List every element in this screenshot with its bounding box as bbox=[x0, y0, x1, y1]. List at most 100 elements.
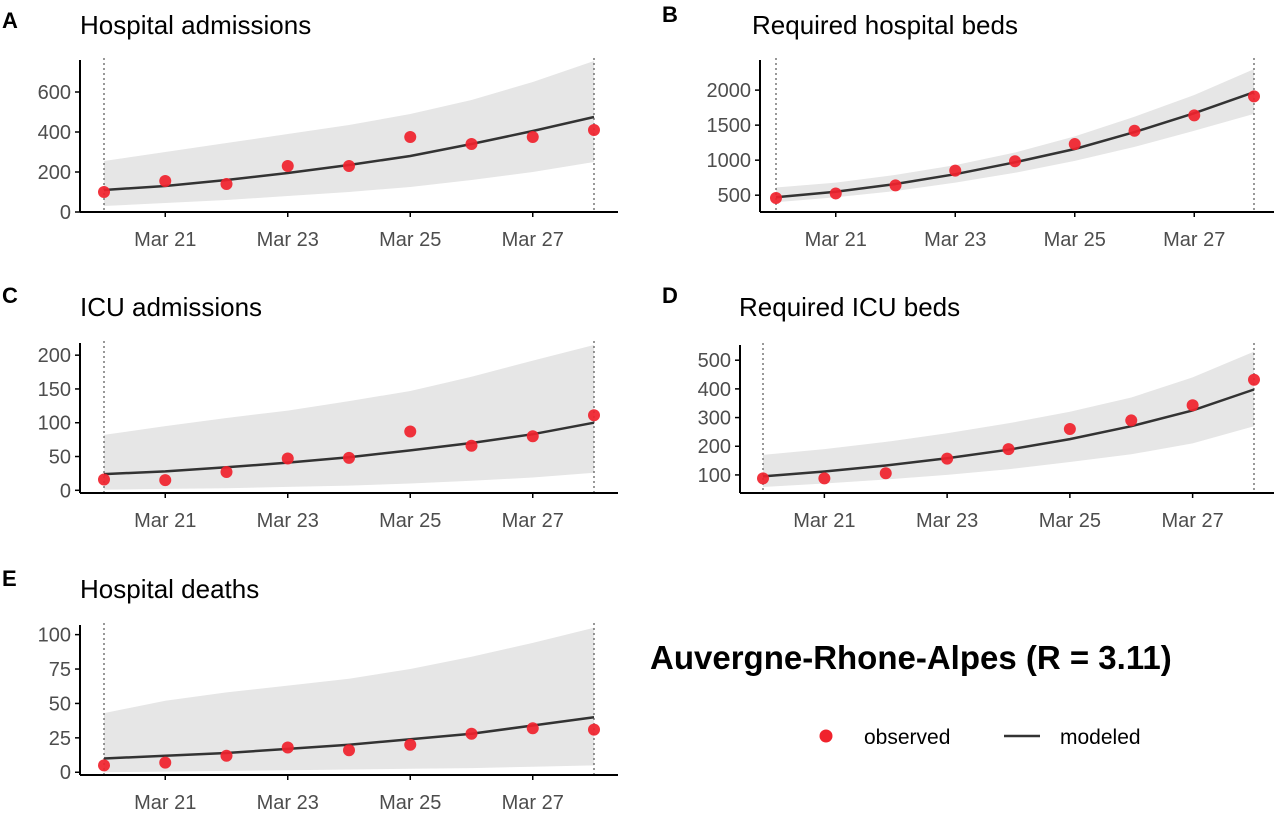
panel-c-observed-point-3 bbox=[220, 466, 233, 479]
panel-d-observed-point-1 bbox=[757, 472, 769, 485]
panel-c-ytick-label-150: 150 bbox=[38, 379, 71, 401]
figure-title: Auvergne-Rhone-Alpes (R = 3.11) bbox=[650, 639, 1172, 676]
panel-c-xtick-label-mar-25: Mar 25 bbox=[379, 510, 441, 532]
panel-e-ytick-label-25: 25 bbox=[49, 728, 71, 750]
panel-c-ytick-label-50: 50 bbox=[49, 447, 71, 469]
panel-c-xtick-label-mar-23: Mar 23 bbox=[257, 510, 319, 532]
panel-a-observed-point-6 bbox=[404, 131, 417, 143]
panel-b: B Required hospital beds 500 1000 1500 2000 Ma… bbox=[662, 2, 1274, 251]
panel-c-observed-point-1 bbox=[98, 473, 110, 486]
panel-a-xtick-label-mar-27: Mar 27 bbox=[502, 229, 564, 251]
panel-c-ytick-label-0: 0 bbox=[60, 480, 71, 502]
panel-e-observed-point-8 bbox=[526, 722, 539, 735]
panel-a-xtick-label-mar-23: Mar 23 bbox=[257, 229, 319, 251]
panel-a: A Hospital admissions 0 200 400 600 Mar 21 Mar … bbox=[2, 8, 618, 251]
panel-c-observed-point-7 bbox=[465, 439, 478, 452]
panel-a-observed-point-2 bbox=[159, 175, 172, 187]
legend-observed-label: observed bbox=[864, 726, 950, 749]
panel-a-observed-point-7 bbox=[465, 138, 478, 150]
panel-c-letter: C bbox=[2, 283, 18, 308]
panel-d-uncertainty-band bbox=[763, 351, 1254, 487]
panel-b-xtick-label-mar-23: Mar 23 bbox=[924, 229, 986, 251]
panel-b-ytick-label-1500: 1500 bbox=[707, 115, 752, 137]
panel-e-observed-point-4 bbox=[281, 741, 294, 754]
panel-d-ytick-label-500: 500 bbox=[698, 350, 731, 372]
panel-d-observed-point-6 bbox=[1063, 423, 1076, 436]
panel-e-letter: E bbox=[2, 566, 17, 591]
panel-c-uncertainty-band bbox=[104, 345, 594, 490]
panel-b-xtick-label-mar-27: Mar 27 bbox=[1163, 229, 1225, 251]
panel-c-xtick-label-mar-21: Mar 21 bbox=[134, 510, 196, 532]
panel-d-xtick-label-mar-25: Mar 25 bbox=[1039, 510, 1101, 532]
panel-b-observed-point-3 bbox=[889, 179, 902, 192]
panel-e: E Hospital deaths 0 25 50 75 100 Mar 21 Mar 23 Ma… bbox=[2, 566, 618, 814]
panel-d-observed-point-3 bbox=[879, 467, 892, 480]
panel-a-xtick-label-mar-21: Mar 21 bbox=[134, 229, 196, 251]
panel-b-observed-point-9 bbox=[1248, 90, 1260, 103]
panel-c: C ICU admissions 0 50 100 150 200 Mar 21 Mar 23 M… bbox=[2, 283, 618, 532]
panel-a-ytick-label-0: 0 bbox=[60, 202, 71, 224]
panel-d: D Required ICU beds 100 200 300 400 500 Mar 21 M… bbox=[662, 283, 1274, 532]
panel-b-xtick-label-mar-21: Mar 21 bbox=[805, 229, 867, 251]
panel-e-xtick-label-mar-21: Mar 21 bbox=[134, 792, 196, 814]
panel-a-observed-point-1 bbox=[98, 186, 110, 198]
panel-d-ytick-label-400: 400 bbox=[698, 379, 731, 401]
panel-d-xtick-label-mar-23: Mar 23 bbox=[916, 510, 978, 532]
panel-a-title: Hospital admissions bbox=[80, 10, 311, 40]
panel-d-observed-point-9 bbox=[1248, 373, 1260, 386]
panel-d-observed-point-4 bbox=[941, 452, 954, 465]
panel-a-letter: A bbox=[2, 8, 18, 33]
panel-c-observed-point-5 bbox=[343, 451, 355, 464]
legend: observed modeled bbox=[819, 726, 1141, 749]
panel-b-observed-point-4 bbox=[949, 164, 962, 177]
panel-b-observed-point-1 bbox=[770, 191, 782, 204]
panel-e-observed-point-2 bbox=[159, 756, 172, 769]
panel-a-ytick-label-400: 400 bbox=[38, 122, 71, 144]
panel-d-xtick-label-mar-21: Mar 21 bbox=[793, 510, 855, 532]
panel-b-ytick-label-1000: 1000 bbox=[707, 150, 752, 172]
panel-d-observed-point-5 bbox=[1002, 443, 1015, 456]
panel-e-ytick-label-75: 75 bbox=[49, 659, 71, 681]
panel-b-observed-point-5 bbox=[1009, 155, 1021, 168]
panel-e-observed-point-6 bbox=[404, 738, 417, 751]
panel-e-title: Hospital deaths bbox=[80, 574, 259, 604]
panel-e-observed-point-5 bbox=[343, 744, 355, 757]
panel-b-observed-point-7 bbox=[1128, 124, 1141, 137]
panel-d-xtick-label-mar-27: Mar 27 bbox=[1162, 510, 1224, 532]
panel-b-title: Required hospital beds bbox=[752, 10, 1018, 40]
panel-b-ytick-label-2000: 2000 bbox=[707, 80, 752, 102]
panel-a-ytick-label-200: 200 bbox=[38, 162, 71, 184]
panel-c-observed-point-8 bbox=[526, 430, 539, 443]
panel-e-xtick-label-mar-27: Mar 27 bbox=[502, 792, 564, 814]
panel-c-observed-point-6 bbox=[404, 425, 417, 438]
panel-e-observed-point-3 bbox=[220, 749, 233, 762]
panel-e-observed-point-7 bbox=[465, 727, 478, 740]
panel-e-ytick-label-0: 0 bbox=[60, 762, 71, 784]
panel-d-ytick-label-300: 300 bbox=[698, 408, 731, 430]
legend-observed-marker bbox=[819, 729, 833, 743]
panel-d-observed-point-2 bbox=[818, 472, 831, 485]
panel-c-observed-point-9 bbox=[588, 409, 600, 422]
panel-b-uncertainty-band bbox=[776, 69, 1254, 203]
panel-b-observed-point-8 bbox=[1188, 109, 1201, 122]
panel-a-observed-point-3 bbox=[220, 178, 233, 190]
panel-b-ytick-label-500: 500 bbox=[718, 185, 751, 207]
panel-a-observed-point-9 bbox=[588, 124, 600, 136]
panel-e-ytick-label-100: 100 bbox=[38, 625, 71, 647]
panel-c-ytick-label-100: 100 bbox=[38, 413, 71, 435]
panel-e-observed-point-1 bbox=[98, 759, 110, 772]
panel-a-observed-point-5 bbox=[343, 160, 355, 172]
panel-c-observed-point-2 bbox=[159, 474, 172, 487]
panel-d-title: Required ICU beds bbox=[739, 292, 960, 322]
panel-c-observed-point-4 bbox=[281, 452, 294, 465]
panel-a-xtick-label-mar-25: Mar 25 bbox=[379, 229, 441, 251]
panel-b-observed-point-2 bbox=[829, 187, 842, 200]
panel-b-letter: B bbox=[662, 2, 678, 27]
panel-d-letter: D bbox=[662, 283, 678, 308]
panel-c-ytick-label-200: 200 bbox=[38, 345, 71, 367]
panel-a-observed-point-8 bbox=[526, 131, 539, 143]
panel-a-ytick-label-600: 600 bbox=[38, 82, 71, 104]
panel-d-observed-point-8 bbox=[1186, 399, 1199, 412]
